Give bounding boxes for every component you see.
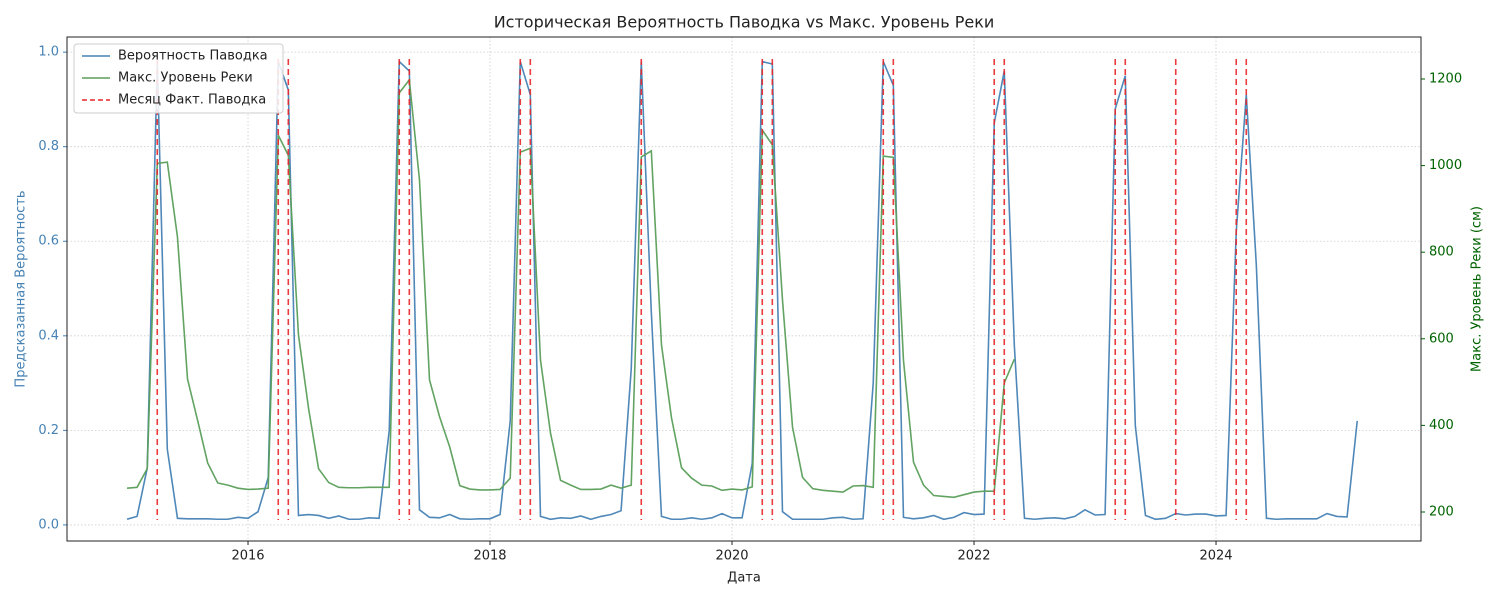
legend: Вероятность Паводка Макс. Уровень Реки Мес…: [73, 43, 284, 114]
y-axis-label: Предсказанная Вероятность: [14, 190, 29, 387]
y2-tick-label: 1000: [1429, 158, 1462, 173]
y2-tick-label: 800: [1429, 245, 1454, 260]
y-tick-label: 0.8: [38, 139, 59, 154]
series-line: [126, 59, 1359, 521]
y-tick-label: 1.0: [38, 45, 59, 60]
y-tick-label: 0.2: [38, 423, 59, 438]
chart-title: Историческая Вероятность Паводка vs Макс…: [494, 13, 995, 32]
y-tick-label: 0.4: [38, 328, 59, 343]
legend-box: [73, 43, 284, 114]
plot-frame: [66, 36, 1422, 542]
x-tick-label: 2024: [1199, 549, 1232, 564]
y2-axis-label: Макс. Уровень Реки (см): [1470, 206, 1485, 372]
y-tick-label: 0.6: [38, 234, 59, 249]
legend-label: Вероятность Паводка: [118, 49, 268, 64]
y2-tick-label: 600: [1429, 331, 1454, 346]
series-line: [126, 77, 1016, 499]
legend-label: Макс. Уровень Реки: [118, 71, 253, 86]
y-tick-label: 0.0: [38, 517, 59, 532]
y2-tick-label: 400: [1429, 418, 1454, 433]
y2-tick-label: 200: [1429, 504, 1454, 519]
legend-label: Месяц Факт. Паводка: [118, 93, 266, 108]
x-tick-label: 2016: [231, 549, 264, 564]
y2-tick-label: 1200: [1429, 72, 1462, 87]
x-tick-label: 2020: [715, 549, 748, 564]
x-axis-label: Дата: [727, 571, 761, 586]
x-tick-label: 2018: [473, 549, 506, 564]
x-tick-label: 2022: [957, 549, 990, 564]
